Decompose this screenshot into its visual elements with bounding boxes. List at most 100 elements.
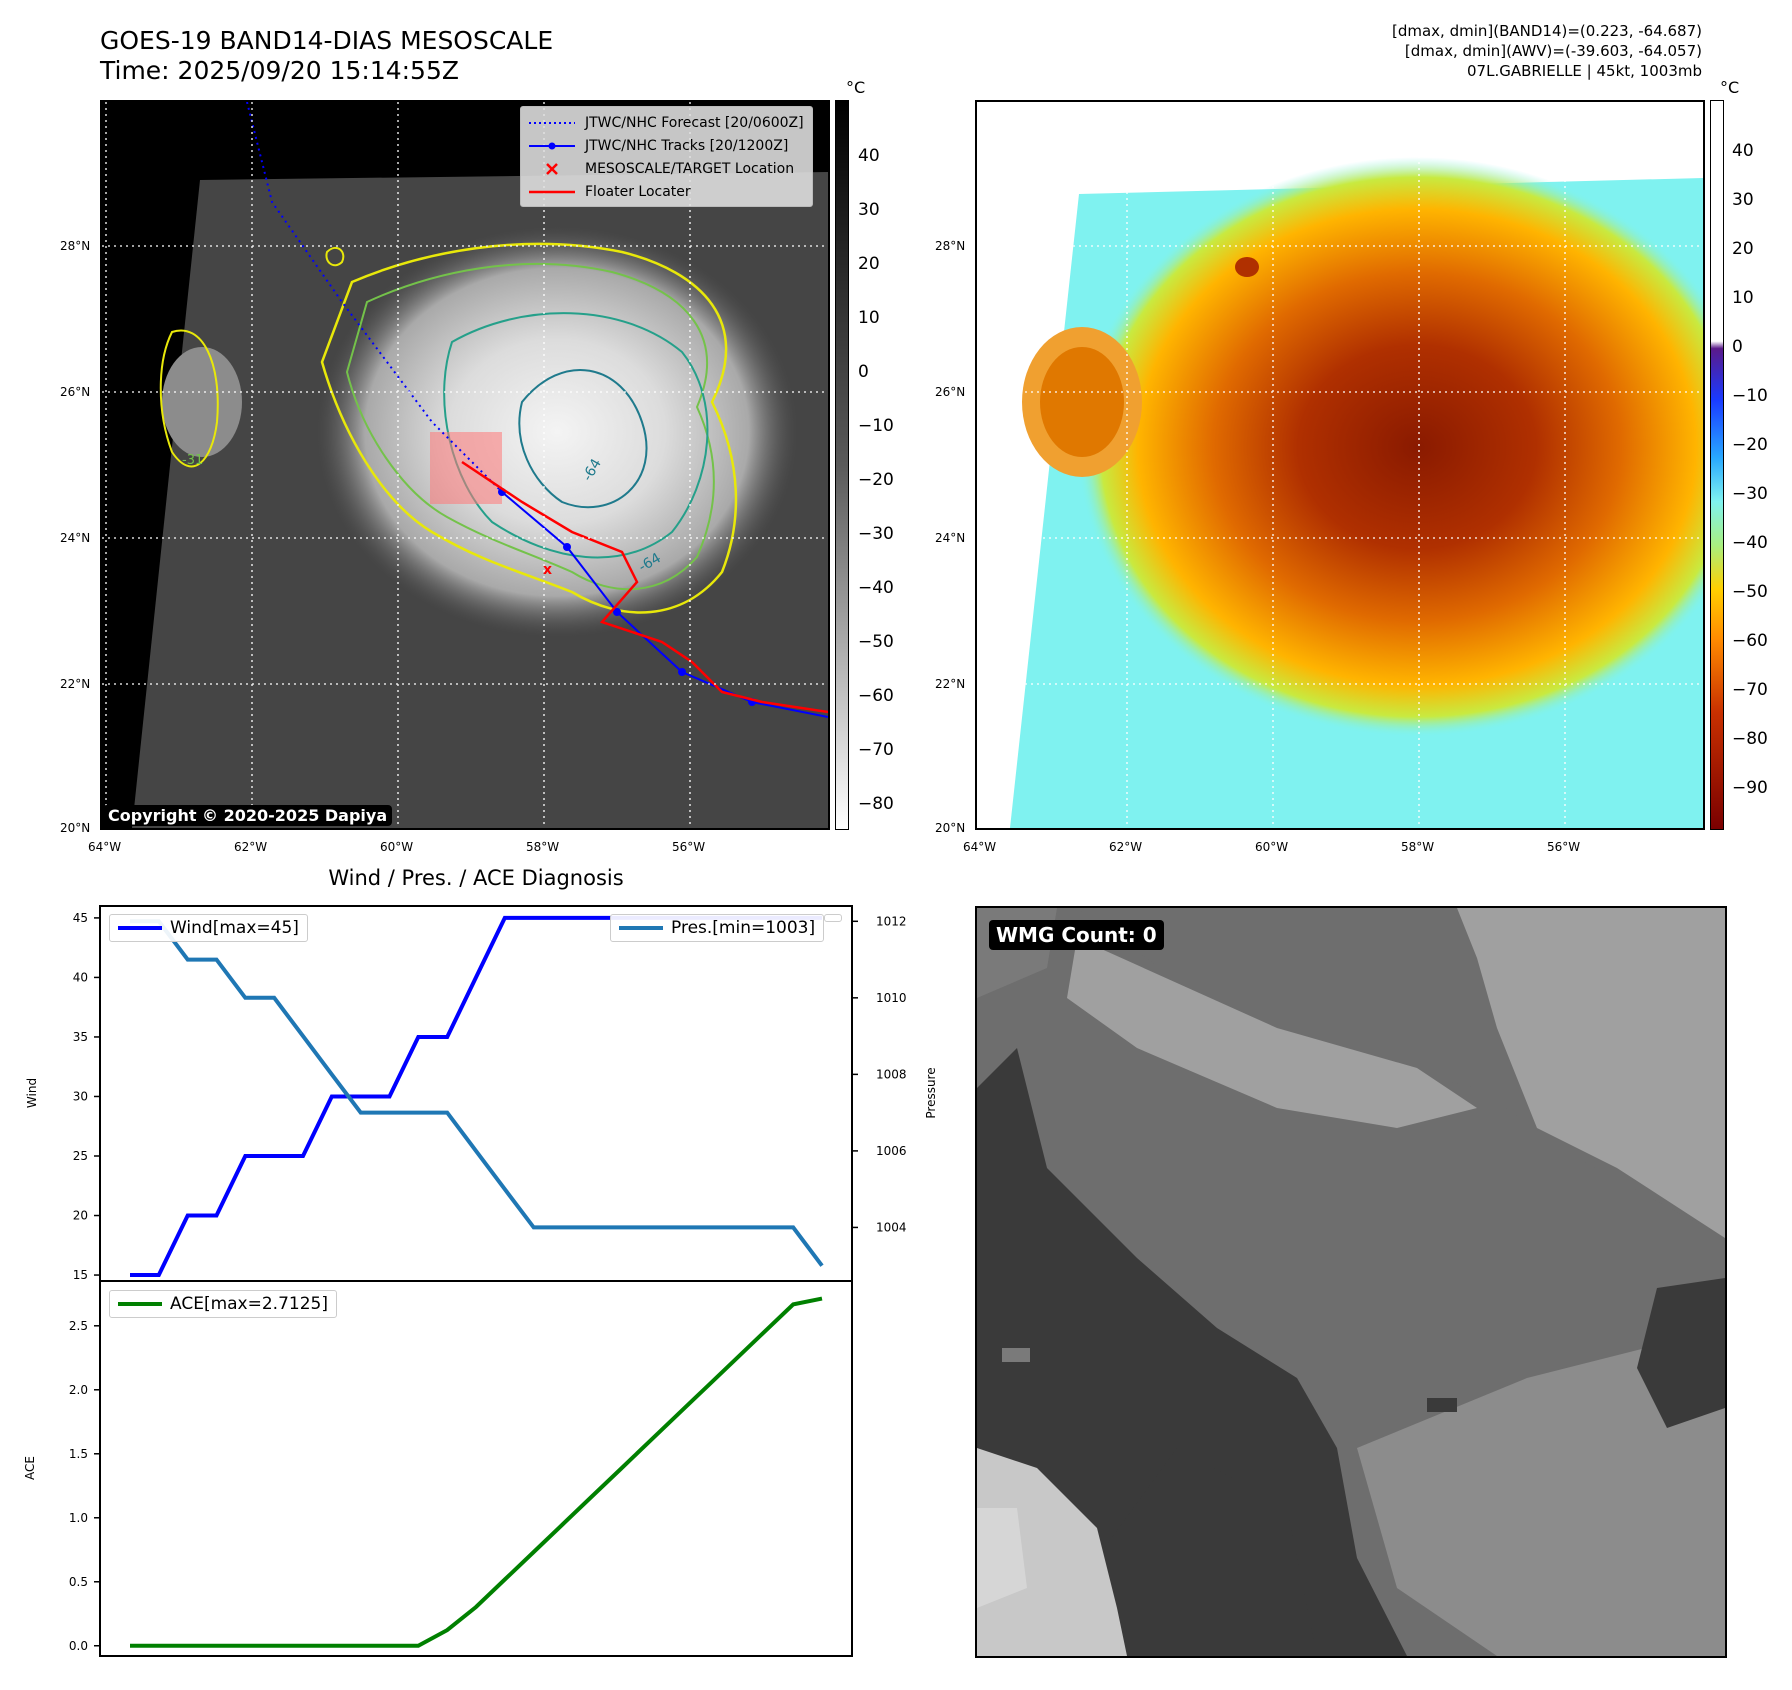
colorbar-tick: −80: [1732, 729, 1768, 749]
ace-tick-label: 2.5: [69, 1319, 88, 1333]
legend-item-tracks: JTWC/NHC Tracks [20/1200Z]: [527, 134, 804, 157]
colorbar-unit: °C: [1720, 78, 1740, 97]
wind-axes-frame: [99, 905, 853, 1282]
colorbar-tick: 10: [1732, 288, 1754, 308]
wind-ylabel: Wind: [25, 1078, 39, 1108]
awv-map-panel: [975, 100, 1705, 830]
wind-tick-label: 35: [73, 1030, 88, 1044]
steelblue-line-icon: [619, 926, 663, 930]
info-awv: [dmax, dmin](AWV)=(-39.603, -64.057): [1404, 42, 1702, 60]
colorbar-unit: °C: [846, 78, 866, 97]
lat-label: 26°N: [60, 385, 91, 399]
legend-label: Pres.[min=1003]: [671, 918, 816, 938]
colorbar-tick: 30: [858, 200, 880, 220]
lon-label: 60°W: [380, 840, 414, 854]
diagnosis-title: Wind / Pres. / ACE Diagnosis: [328, 866, 624, 890]
copyright-badge: Copyright © 2020-2025 Dapiya: [103, 805, 393, 826]
colorbar-tick: 40: [1732, 141, 1754, 161]
colorbar-tick: −20: [858, 470, 894, 490]
ir-map-image: x -31 -64 -64: [102, 102, 828, 828]
lat-label: 24°N: [60, 531, 91, 545]
colorbar-tick: 0: [1732, 337, 1743, 357]
wmg-panel: WMG Count: 0: [975, 906, 1727, 1658]
colorbar-left: [835, 100, 849, 830]
colorbar-tick: −40: [858, 578, 894, 598]
colorbar-tick: 10: [858, 308, 880, 328]
figure-title: GOES-19 BAND14-DIAS MESOSCALE: [100, 26, 554, 55]
pres-tick-label: 1012: [876, 914, 907, 928]
colorbar-tick: 20: [1732, 239, 1754, 259]
colorbar-tick: −60: [1732, 631, 1768, 651]
target-marker: x: [543, 562, 552, 578]
lon-label: 62°W: [234, 840, 268, 854]
legend-label: MESOSCALE/TARGET Location: [585, 160, 795, 177]
line-marker-icon: [527, 138, 577, 154]
pres-tick-label: 1008: [876, 1067, 907, 1081]
lon-label: 64°W: [963, 840, 997, 854]
ace-tick-label: 2.0: [69, 1383, 88, 1397]
lat-label: 20°N: [60, 821, 91, 835]
ace-tick-label: 1.5: [69, 1447, 88, 1461]
wind-tick-label: 45: [73, 911, 88, 925]
lon-label: 58°W: [526, 840, 560, 854]
colorbar-tick: −20: [1732, 435, 1768, 455]
ace-legend: ACE[max=2.7125]: [109, 1290, 337, 1318]
lon-label: 58°W: [1401, 840, 1435, 854]
pres-tick-label: 1004: [876, 1220, 907, 1234]
colorbar-tick: −50: [1732, 582, 1768, 602]
colorbar-tick: −30: [1732, 484, 1768, 504]
lat-label: 28°N: [935, 239, 966, 253]
ace-series-line: [130, 1296, 823, 1648]
colorbar-right: [1710, 100, 1724, 830]
colorbar-tick: −80: [858, 794, 894, 814]
colorbar-tick: −40: [1732, 533, 1768, 553]
legend-label: ACE[max=2.7125]: [170, 1294, 328, 1314]
lat-label: 22°N: [935, 677, 966, 691]
lon-label: 56°W: [1547, 840, 1581, 854]
colorbar-tick: −30: [858, 524, 894, 544]
wmg-image: [977, 908, 1725, 1656]
wind-legend: Wind[max=45]: [109, 914, 308, 942]
ace-tick-label: 0.0: [69, 1639, 88, 1653]
wind-tick-label: 25: [73, 1149, 88, 1163]
legend-label: Wind[max=45]: [170, 918, 299, 938]
info-storm: 07L.GABRIELLE | 45kt, 1003mb: [1467, 62, 1702, 80]
lat-label: 26°N: [935, 385, 966, 399]
lat-label: 20°N: [935, 821, 966, 835]
wmg-count-badge: WMG Count: 0: [989, 920, 1164, 950]
legend-item-target: MESOSCALE/TARGET Location: [527, 157, 804, 180]
colorbar-tick: −10: [858, 416, 894, 436]
lon-label: 56°W: [672, 840, 706, 854]
colorbar-tick: −90: [1732, 778, 1768, 798]
red-line-icon: [527, 184, 577, 200]
ace-tick-label: 1.0: [69, 1511, 88, 1525]
diagnosis-chart: 15 20 25 30 35 40 45 1004 1006 1008 1010 1012 0.0 0…: [23, 905, 938, 1657]
info-band14: [dmax, dmin](BAND14)=(0.223, -64.687): [1391, 22, 1702, 40]
legend-label: JTWC/NHC Tracks [20/1200Z]: [585, 137, 789, 154]
ace-tick-label: 0.5: [69, 1575, 88, 1589]
lat-label: 22°N: [60, 677, 91, 691]
wind-tick-label: 30: [73, 1089, 88, 1103]
legend-label: Floater Locater: [585, 183, 691, 200]
colorbar-tick: −70: [858, 740, 894, 760]
legend-item-forecast: JTWC/NHC Forecast [20/0600Z]: [527, 111, 804, 134]
lon-label: 62°W: [1109, 840, 1143, 854]
legend-item-floater: Floater Locater: [527, 180, 804, 203]
colorbar-tick: 40: [858, 146, 880, 166]
contour-label: -31: [182, 453, 203, 468]
colorbar-tick: 0: [858, 362, 869, 382]
legend-label: JTWC/NHC Forecast [20/0600Z]: [585, 114, 804, 131]
pres-tick-label: 1010: [876, 991, 907, 1005]
map-legend: JTWC/NHC Forecast [20/0600Z] JTWC/NHC Tr…: [520, 106, 813, 207]
dotted-line-icon: [527, 115, 577, 131]
wind-series-line: [130, 915, 822, 1277]
colorbar-tick: 30: [1732, 190, 1754, 210]
pres-tick-label: 1006: [876, 1144, 907, 1158]
x-marker-icon: [527, 161, 577, 177]
colorbar-tick: −10: [1732, 386, 1768, 406]
blue-line-icon: [118, 926, 162, 930]
ace-ylabel: ACE: [23, 1456, 37, 1480]
lon-label: 64°W: [88, 840, 122, 854]
colorbar-tick: −60: [858, 686, 894, 706]
pres-legend: Pres.[min=1003]: [610, 914, 825, 942]
